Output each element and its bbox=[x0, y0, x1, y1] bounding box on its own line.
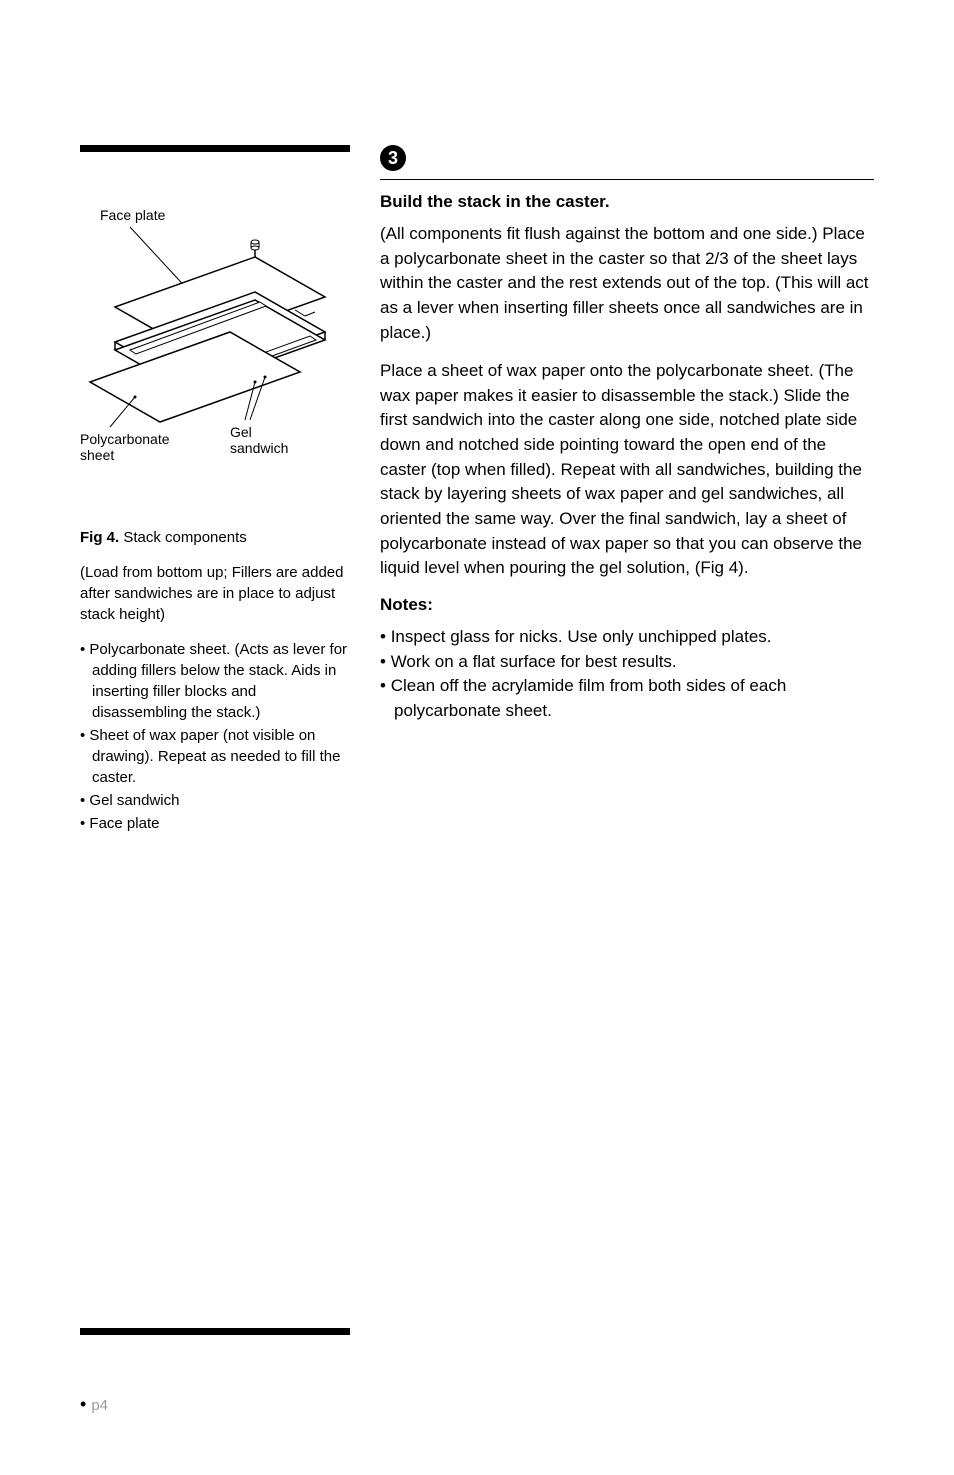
list-item: Clean off the acrylamide film from both … bbox=[380, 674, 874, 723]
diagram-svg: Face plate bbox=[80, 202, 340, 472]
figure-caption: Fig 4. Stack components bbox=[80, 527, 350, 548]
figure-caption-detail: (Load from bottom up; Fillers are added … bbox=[80, 562, 350, 625]
face-plate-label: Face plate bbox=[100, 207, 166, 223]
list-item: Polycarbonate sheet. (Acts as lever for … bbox=[80, 639, 350, 723]
step-paragraph-2: Place a sheet of wax paper onto the poly… bbox=[380, 359, 874, 581]
list-item: Inspect glass for nicks. Use only unchip… bbox=[380, 625, 874, 650]
step-title: Build the stack in the caster. bbox=[380, 192, 874, 212]
stack-diagram: Face plate bbox=[80, 202, 350, 477]
polycarbonate-label-2: sheet bbox=[80, 447, 114, 463]
page-container: Face plate bbox=[0, 0, 954, 876]
right-column: 3 Build the stack in the caster. (All co… bbox=[380, 145, 874, 836]
notes-list: Inspect glass for nicks. Use only unchip… bbox=[380, 625, 874, 724]
left-column: Face plate bbox=[80, 145, 350, 836]
figure-bullet-list: Polycarbonate sheet. (Acts as lever for … bbox=[80, 639, 350, 834]
step-number-badge: 3 bbox=[380, 145, 406, 171]
step-divider bbox=[380, 179, 874, 180]
gel-label-2: sandwich bbox=[230, 440, 288, 456]
page-number: p4 bbox=[80, 1394, 108, 1415]
step-paragraph-1: (All components fit flush against the bo… bbox=[380, 222, 874, 345]
list-item: Gel sandwich bbox=[80, 790, 350, 811]
list-item: Work on a flat surface for best results. bbox=[380, 650, 874, 675]
notes-heading: Notes: bbox=[380, 595, 874, 615]
figure-title: Stack components bbox=[123, 529, 246, 546]
gel-label-1: Gel bbox=[230, 424, 252, 440]
figure-number: Fig 4. bbox=[80, 529, 119, 546]
top-divider-bar bbox=[80, 145, 350, 152]
list-item: Face plate bbox=[80, 813, 350, 834]
bottom-divider-bar bbox=[80, 1328, 350, 1335]
list-item: Sheet of wax paper (not visible on drawi… bbox=[80, 725, 350, 788]
polycarbonate-label-1: Polycarbonate bbox=[80, 431, 170, 447]
